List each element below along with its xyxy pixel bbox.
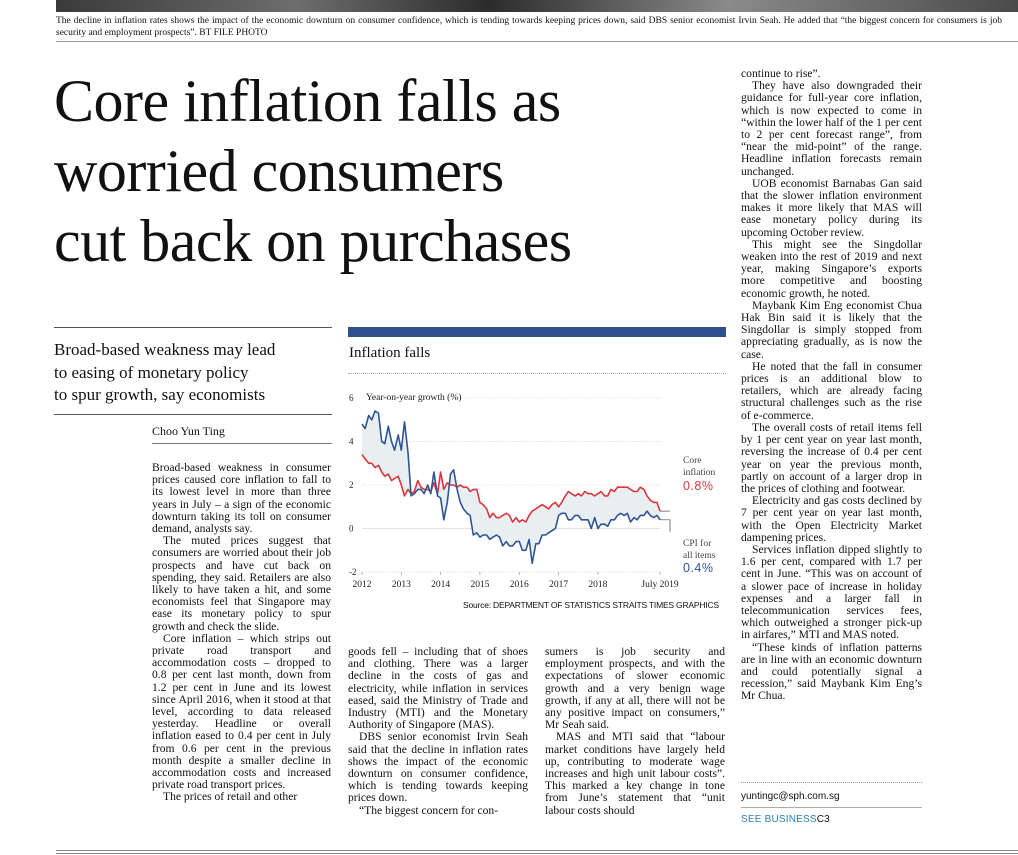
paragraph: The muted prices suggest that consumers …: [152, 534, 331, 633]
x-tick-label: 2013: [392, 580, 411, 590]
cpi-line: [361, 410, 661, 565]
chart-title: Inflation falls: [349, 345, 431, 361]
paragraph: Maybank Kim Eng economist Chua Hak Bin s…: [741, 298, 922, 361]
core-end-value: 0.8%: [683, 479, 714, 493]
y-tick-label: 4: [349, 437, 354, 447]
inflation-chart: 6 4 2 0 -2 Year-on-year growth (%) Coreinflati…: [349, 392, 716, 590]
cpi-leader-line: [660, 519, 671, 532]
photo-strip: [56, 0, 1018, 12]
caption-rule: [56, 41, 1018, 42]
paragraph: Electricity and gas costs declined by 7 …: [741, 494, 922, 544]
paragraph: sumers is job security and employment pr…: [545, 645, 725, 732]
deck-rule-top: [54, 327, 332, 328]
paragraph: “The biggest concern for con-: [359, 803, 499, 817]
paragraph: continue to rise”.: [741, 67, 821, 80]
see-label: SEE BUSINESS: [741, 814, 817, 825]
caption-credit: BT FILE PHOTO: [199, 28, 268, 38]
legend-cpi-label: CPI for: [683, 538, 712, 549]
chart-source: Source: DEPARTMENT OF STATISTICS STRAITS…: [463, 600, 719, 610]
headline: Core inflation falls as worried consumer…: [54, 66, 744, 276]
see-page: C3: [816, 814, 830, 825]
body-column-4: continue to rise”. They have also downgr…: [741, 67, 922, 703]
x-tick-label: 2015: [470, 580, 489, 590]
email-rule-top: [741, 782, 922, 783]
paragraph: This might see the Singdollar weaken int…: [741, 237, 922, 300]
series-band: [362, 411, 660, 564]
bottom-rule: [56, 853, 1018, 854]
y-tick-label: 6: [349, 393, 354, 403]
deck: Broad-based weakness may lead to easing …: [54, 339, 334, 407]
x-tick-label: 2016: [510, 580, 529, 590]
paragraph: Core inflation – which strips out privat…: [152, 631, 331, 792]
y-tick-label: -2: [349, 567, 357, 577]
paragraph: Services inflation dipped slightly to 1.…: [741, 542, 922, 642]
x-tick-label: 2012: [353, 580, 372, 590]
y-tick-label: 2: [349, 480, 354, 490]
headline-line-1: Core inflation falls as: [54, 68, 561, 134]
paragraph: MAS and MTI said that “labour market con…: [545, 730, 725, 817]
x-tick-label: July 2019: [641, 580, 678, 590]
chart-title-rule: [348, 373, 726, 374]
x-tick-label: 2014: [431, 580, 450, 590]
paragraph: He noted that the fall in consumer price…: [741, 359, 922, 422]
cpi-end-value: 0.4%: [683, 561, 714, 575]
legend-core-label: Core: [683, 456, 701, 466]
legend-cpi-label: all items: [683, 551, 716, 561]
email-rule-bottom: [741, 807, 922, 808]
paragraph: DBS senior economist Irvin Seah said tha…: [348, 730, 528, 805]
legend-core-label: inflation: [683, 467, 715, 478]
author-email[interactable]: yuntingc@sph.com.sg: [741, 791, 840, 802]
body-column-3: sumers is job security and employment pr…: [545, 645, 725, 817]
y-tick-label: 0: [349, 524, 354, 534]
paragraph: goods fell – including that of shoes and…: [348, 645, 528, 732]
deck-line-3: to spur growth, say economists: [54, 385, 266, 404]
byline-rule: [152, 443, 332, 444]
headline-line-3: cut back on purchases: [54, 208, 572, 274]
deck-line-1: Broad-based weakness may lead: [54, 340, 276, 359]
paragraph: The overall costs of retail items fell b…: [741, 420, 922, 495]
deck-line-2: to easing of monetary policy: [54, 362, 249, 382]
y-axis-label: Year-on-year growth (%): [366, 392, 461, 403]
photo-caption: The decline in inflation rates shows the…: [56, 15, 1002, 39]
headline-line-2: worried consumers: [54, 138, 504, 204]
see-also-reference[interactable]: SEE BUSINESSC3: [741, 814, 830, 825]
paragraph: “These kinds of inflation patterns are i…: [741, 640, 922, 703]
paragraph: They have also downgraded their guidance…: [741, 79, 922, 178]
deck-rule-bottom: [54, 414, 332, 415]
caption-text: The decline in inflation rates shows the…: [56, 16, 1002, 38]
paragraph: UOB economist Barnabas Gan said that the…: [741, 176, 922, 239]
paragraph: Broad-based weakness in consumer prices …: [152, 461, 331, 536]
bottom-rule: [56, 850, 1018, 851]
x-tick-label: 2017: [549, 580, 568, 590]
chart-header-bar: [348, 327, 726, 337]
paragraph: The prices of retail and other: [163, 790, 298, 804]
byline: Choo Yun Ting: [152, 424, 225, 438]
body-column-1: Broad-based weakness in consumer prices …: [152, 461, 331, 804]
x-tick-label: 2018: [588, 580, 607, 590]
body-column-2: goods fell – including that of shoes and…: [348, 645, 528, 817]
